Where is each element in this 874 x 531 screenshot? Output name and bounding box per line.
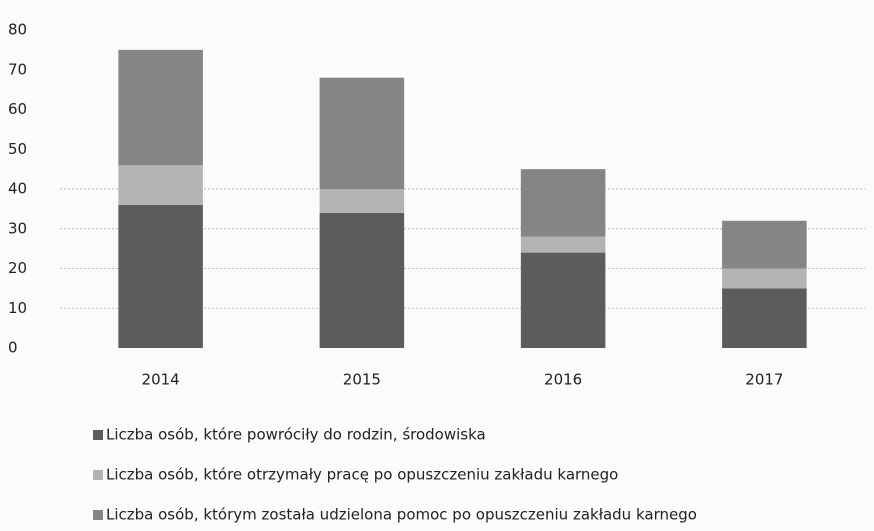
y-tick-label: 10 [8, 299, 27, 317]
y-tick-label: 40 [8, 180, 27, 198]
y-tick-label: 0 [8, 339, 18, 357]
y-tick-label: 50 [8, 140, 27, 158]
legend-label: Liczba osób, którym została udzielona po… [106, 506, 697, 524]
bar-segment [722, 268, 807, 289]
bar-segment [118, 165, 203, 205]
legend-label: Liczba osób, które otrzymały pracę po op… [106, 466, 618, 484]
x-tick-label: 2015 [343, 371, 381, 389]
y-tick-label: 70 [8, 60, 27, 78]
bar-segment [319, 77, 405, 189]
legend-swatch [93, 430, 103, 440]
legend-swatch [93, 470, 103, 480]
x-tick-label: 2017 [745, 371, 783, 389]
legend-swatch [93, 510, 103, 520]
x-tick-label: 2016 [544, 371, 582, 389]
bar-segment [520, 252, 606, 348]
x-tick-label: 2014 [142, 371, 180, 389]
bar-segment [319, 212, 405, 348]
bar-segment [520, 236, 606, 253]
y-tick-label: 80 [8, 21, 27, 39]
y-tick-label: 20 [8, 259, 27, 277]
y-tick-label: 30 [8, 219, 27, 237]
bar-segment [722, 220, 807, 269]
y-tick-label: 60 [8, 100, 27, 118]
bar-segment [118, 49, 203, 166]
bar-segment [319, 189, 405, 213]
bar-segment [118, 204, 203, 348]
bar-segment [722, 288, 807, 348]
bar-segment [520, 169, 606, 237]
legend-label: Liczba osób, które powróciły do rodzin, … [106, 426, 486, 444]
